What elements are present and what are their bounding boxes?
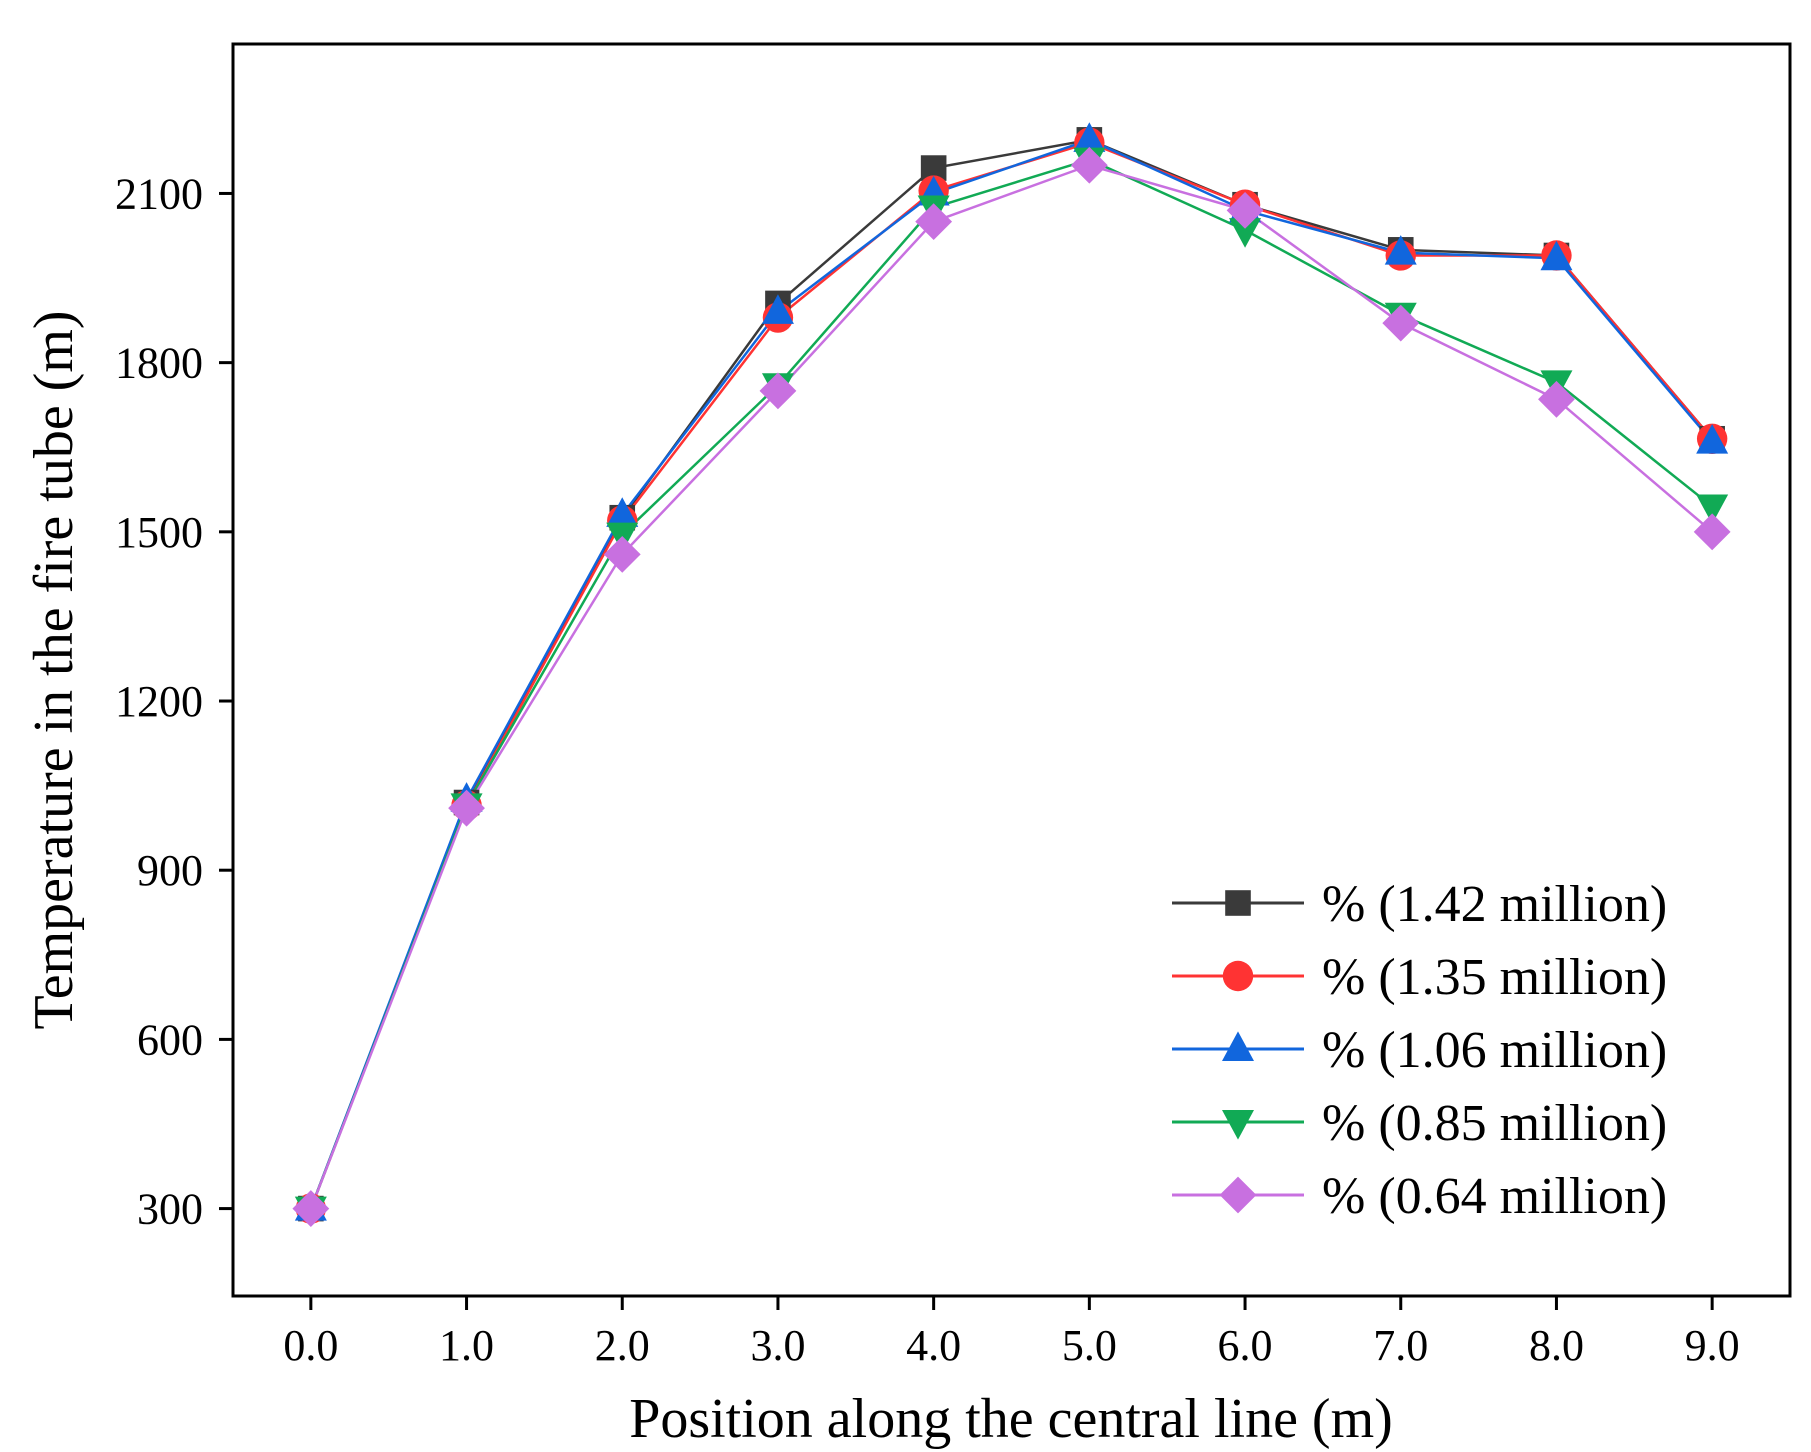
- series-line-3: [309, 138, 1714, 1210]
- data-point: [1070, 146, 1108, 184]
- data-point: [1538, 380, 1575, 418]
- data-point: [1229, 218, 1262, 248]
- x-axis-title: Position along the central line (m): [629, 1388, 1393, 1450]
- data-point: [1696, 423, 1729, 454]
- legend-marker: [1222, 1031, 1254, 1061]
- data-point: [759, 372, 797, 410]
- data-point: [606, 497, 639, 527]
- data-point: [1073, 122, 1106, 152]
- series-lines: [309, 138, 1714, 1210]
- y-tick-label: 900: [137, 846, 203, 895]
- legend-label: % (1.42 million): [1322, 876, 1667, 933]
- data-point: [603, 535, 641, 573]
- x-tick-label: 1.0: [439, 1321, 494, 1370]
- y-tick-label: 1500: [115, 508, 203, 557]
- data-point: [1382, 304, 1420, 342]
- series-line-1: [309, 138, 1714, 1210]
- y-tick-label: 1800: [115, 339, 203, 388]
- y-tick-label: 1200: [115, 677, 203, 726]
- x-tick-label: 3.0: [750, 1321, 805, 1370]
- x-tick-label: 4.0: [906, 1321, 961, 1370]
- legend-marker: [1225, 890, 1251, 916]
- series-markers: [292, 122, 1731, 1227]
- legend: % (1.42 million) % (1.35 million) % (1.06 …: [1172, 876, 1667, 1225]
- legend-entry: % (0.64 million): [1172, 1168, 1667, 1225]
- data-point: [1696, 494, 1729, 525]
- legend-label: % (0.85 million): [1322, 1095, 1667, 1152]
- legend-entry: % (1.06 million): [1172, 1022, 1667, 1079]
- y-axis: 300 600 900 1200 1500 1800 2100: [115, 169, 233, 1234]
- legend-marker: [1222, 1110, 1254, 1140]
- x-tick-label: 2.0: [595, 1321, 650, 1370]
- series-line-4: [309, 158, 1713, 1210]
- y-tick-label: 600: [137, 1015, 203, 1064]
- x-axis: 0.0 1.0 2.0 3.0 4.0 5.0 6.0 7.0 8.0 9.0: [283, 1296, 1740, 1370]
- y-tick-label: 2100: [115, 169, 203, 218]
- series-markers-5: [292, 146, 1731, 1227]
- data-point: [761, 294, 794, 324]
- legend-label: % (0.64 million): [1322, 1168, 1667, 1225]
- data-point: [448, 789, 485, 827]
- plot-frame: [231, 42, 1792, 1298]
- legend-label: % (1.06 million): [1322, 1022, 1667, 1079]
- y-axis-title: Temperature in the fire tube (m): [23, 310, 85, 1029]
- legend-marker: [1219, 1176, 1257, 1214]
- legend-marker: [1222, 960, 1254, 992]
- legend-entry: % (1.35 million): [1172, 949, 1667, 1006]
- data-point: [1693, 513, 1731, 551]
- legend-entry: % (0.85 million): [1172, 1095, 1667, 1152]
- x-tick-label: 5.0: [1062, 1321, 1117, 1370]
- series-line-5: [309, 163, 1713, 1210]
- legend-entry: % (1.42 million): [1172, 876, 1667, 933]
- x-tick-label: 7.0: [1373, 1321, 1428, 1370]
- data-point: [1384, 235, 1417, 265]
- x-tick-label: 0.0: [283, 1321, 338, 1370]
- data-point: [915, 203, 953, 241]
- data-point: [1226, 191, 1264, 229]
- y-tick-label: 300: [137, 1185, 203, 1234]
- legend-label: % (1.35 million): [1322, 949, 1667, 1006]
- data-point: [292, 1190, 330, 1227]
- x-tick-label: 8.0: [1529, 1321, 1584, 1370]
- x-tick-label: 9.0: [1685, 1321, 1740, 1370]
- x-tick-label: 6.0: [1218, 1321, 1273, 1370]
- data-point: [1540, 240, 1573, 271]
